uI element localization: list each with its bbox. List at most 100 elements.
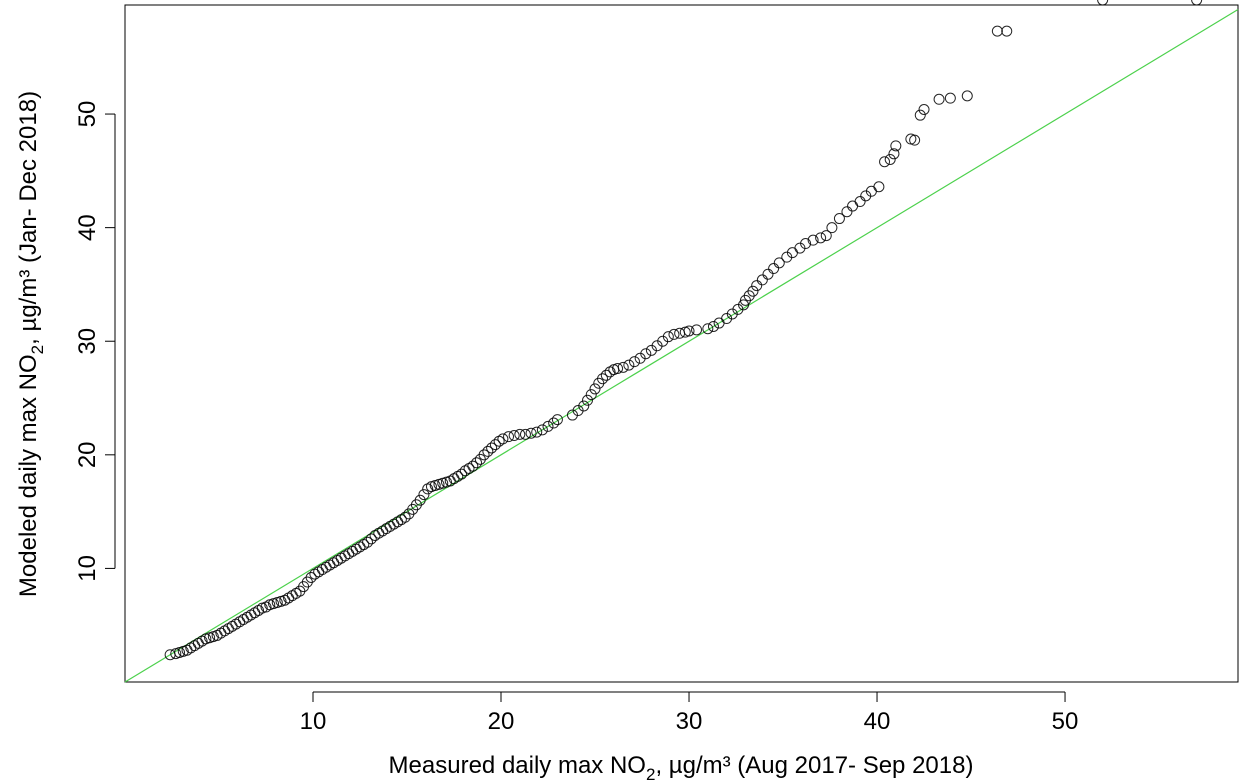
data-point xyxy=(392,516,404,528)
data-point xyxy=(578,400,590,412)
y-tick-label: 10 xyxy=(74,555,101,582)
y-axis: 10 20 30 40 50 xyxy=(74,101,116,582)
data-point xyxy=(519,428,531,440)
data-point xyxy=(909,134,921,146)
data-point xyxy=(508,430,520,442)
data-point xyxy=(888,148,900,160)
x-tick-label: 30 xyxy=(676,708,703,735)
data-point xyxy=(1001,25,1013,37)
data-point xyxy=(377,525,389,537)
data-point xyxy=(380,523,392,535)
data-point xyxy=(354,541,366,553)
data-point xyxy=(914,109,926,121)
data-point xyxy=(841,206,853,218)
data-point xyxy=(316,564,328,576)
data-point xyxy=(241,611,253,623)
data-point xyxy=(991,25,1003,37)
data-point xyxy=(399,511,411,523)
data-point xyxy=(738,299,750,311)
data-point xyxy=(884,153,896,165)
data-point xyxy=(373,527,385,539)
data-point xyxy=(597,373,609,385)
data-point xyxy=(536,424,548,436)
data-point xyxy=(482,445,494,457)
data-point xyxy=(548,417,560,429)
data-point xyxy=(313,566,325,578)
data-point xyxy=(478,449,490,461)
data-point xyxy=(617,361,629,373)
y-tick-label: 20 xyxy=(74,441,101,468)
data-point xyxy=(471,457,483,469)
data-point xyxy=(662,331,674,343)
data-point xyxy=(820,230,832,242)
data-point xyxy=(346,545,358,557)
y-tick-label: 50 xyxy=(74,101,101,128)
data-point xyxy=(525,427,537,439)
data-point xyxy=(589,383,601,395)
data-point xyxy=(933,93,945,105)
data-point xyxy=(305,571,317,583)
plot-frame xyxy=(124,4,1239,683)
data-point xyxy=(551,414,563,426)
data-point xyxy=(961,90,973,102)
data-point xyxy=(234,616,246,628)
data-point xyxy=(756,274,768,286)
data-point xyxy=(320,561,332,573)
data-point xyxy=(683,325,695,337)
data-point xyxy=(486,442,498,454)
reference-line-y-equals-x xyxy=(124,9,1239,683)
data-point xyxy=(335,552,347,564)
data-point xyxy=(585,389,597,401)
data-point xyxy=(815,232,827,244)
data-point xyxy=(879,156,891,168)
data-point xyxy=(286,590,298,602)
data-point xyxy=(222,623,234,635)
data-point xyxy=(826,222,838,234)
data-point xyxy=(245,609,257,621)
x-tick-label: 40 xyxy=(864,708,891,735)
data-point xyxy=(762,268,774,280)
data-point xyxy=(237,614,249,626)
data-point xyxy=(328,557,340,569)
data-point xyxy=(489,439,501,451)
data-point xyxy=(854,196,866,208)
data-point xyxy=(800,238,812,250)
x-axis-label: Measured daily max NO2, µg/m³ (Aug 2017-… xyxy=(389,752,974,782)
x-tick-label: 50 xyxy=(1052,708,1079,735)
data-point xyxy=(600,369,612,381)
data-point xyxy=(365,533,377,545)
data-point xyxy=(418,489,430,501)
data-point xyxy=(226,620,238,632)
data-point xyxy=(833,213,845,225)
data-point xyxy=(1191,0,1203,6)
data-point xyxy=(873,181,885,193)
data-point xyxy=(707,320,719,332)
data-point xyxy=(581,394,593,406)
data-point xyxy=(249,607,261,619)
data-point xyxy=(497,433,509,445)
data-point xyxy=(918,104,930,116)
data-point xyxy=(456,468,468,480)
data-point xyxy=(944,92,956,104)
data-point xyxy=(230,618,242,630)
data-point xyxy=(691,324,703,336)
data-point xyxy=(514,428,526,440)
data-point xyxy=(388,518,400,530)
data-point xyxy=(331,554,343,566)
data-point xyxy=(414,494,426,506)
data-point xyxy=(343,548,355,560)
data-point xyxy=(350,543,362,555)
data-point xyxy=(890,140,902,152)
data-points xyxy=(164,0,1203,661)
data-point xyxy=(807,234,819,246)
data-point xyxy=(192,637,204,649)
data-point xyxy=(1097,0,1109,6)
y-axis-label: Modeled daily max NO2, µg/m³ (Jan- Dec 2… xyxy=(15,91,47,597)
data-point xyxy=(847,200,859,212)
data-point xyxy=(702,323,714,335)
data-point xyxy=(623,359,635,371)
data-point xyxy=(668,328,680,340)
data-point xyxy=(189,640,201,652)
data-point xyxy=(362,536,374,548)
data-point xyxy=(628,356,640,368)
